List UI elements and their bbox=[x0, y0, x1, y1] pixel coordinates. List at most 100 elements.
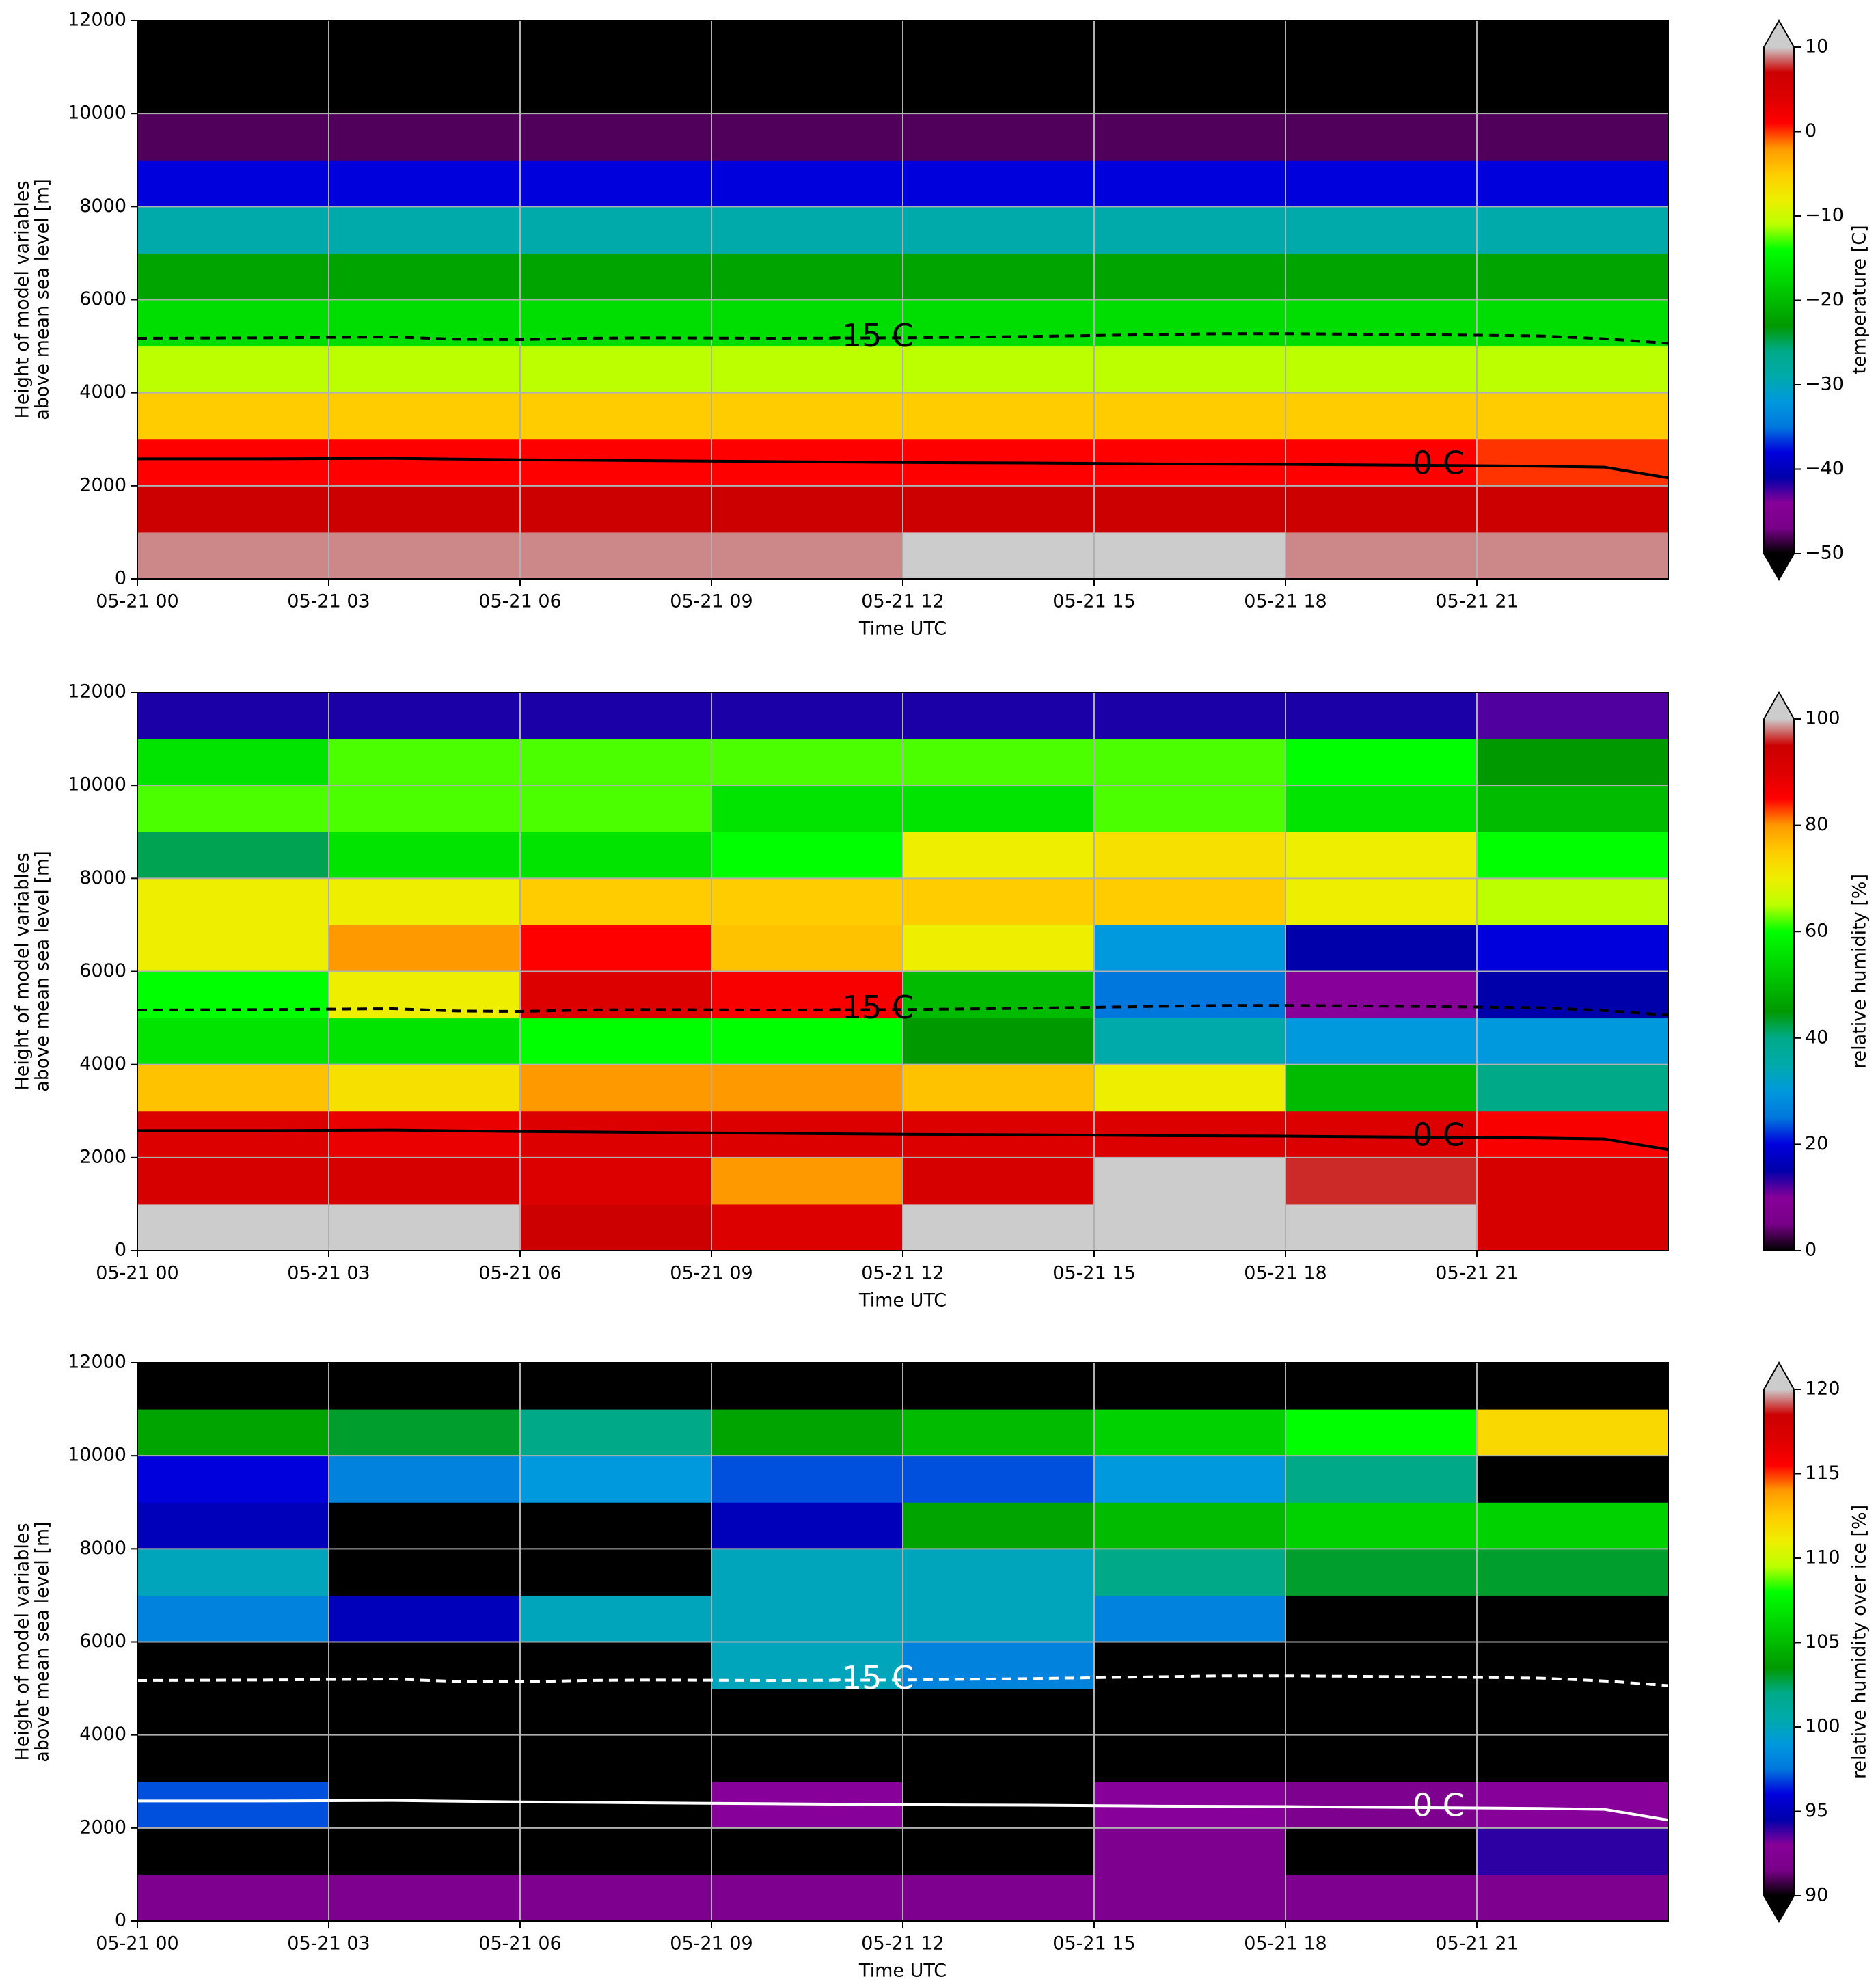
heatmap-cell bbox=[1286, 1874, 1478, 1922]
heatmap-cell bbox=[1286, 925, 1478, 972]
heatmap-cell bbox=[711, 1456, 903, 1503]
colorbar-tick-label: 80 bbox=[1805, 814, 1828, 835]
x-tick-label: 05-21 18 bbox=[1244, 1933, 1327, 1955]
heatmap-cell bbox=[329, 1456, 521, 1503]
heatmap-cell bbox=[1286, 1064, 1478, 1112]
y-tick-label: 6000 bbox=[79, 960, 126, 981]
colorbar-tick-label: 100 bbox=[1805, 708, 1840, 729]
colorbar-tick-label: −50 bbox=[1805, 543, 1844, 564]
x-axis-label: Time UTC bbox=[858, 1290, 947, 1311]
heatmap-cell bbox=[520, 739, 712, 786]
heatmap-cell bbox=[903, 971, 1095, 1019]
heatmap-cell bbox=[1286, 1595, 1478, 1642]
heatmap-cell bbox=[903, 739, 1095, 786]
heatmap-cell bbox=[329, 206, 521, 254]
heatmap-cell bbox=[711, 1018, 903, 1065]
heatmap-cell bbox=[520, 1781, 712, 1829]
heatmap-cell bbox=[520, 1502, 712, 1549]
y-tick-label: 10000 bbox=[68, 774, 126, 795]
heatmap-cell bbox=[711, 1827, 903, 1875]
heatmap-cell bbox=[137, 1642, 329, 1689]
heatmap-cell bbox=[903, 785, 1095, 832]
heatmap-cell bbox=[903, 1157, 1095, 1205]
x-tick-label: 05-21 12 bbox=[861, 591, 944, 612]
heatmap-cell bbox=[711, 1363, 903, 1410]
heatmap-cell bbox=[520, 67, 712, 114]
heatmap-cell bbox=[137, 1688, 329, 1736]
heatmap-cell bbox=[329, 692, 521, 739]
heatmap-cell bbox=[1477, 971, 1669, 1019]
heatmap-cell bbox=[711, 392, 903, 440]
heatmap-cell bbox=[137, 113, 329, 161]
heatmap-cell bbox=[1286, 1157, 1478, 1205]
heatmap-cell bbox=[1286, 1827, 1478, 1875]
heatmap-cell bbox=[137, 1111, 329, 1158]
heatmap-cell bbox=[1094, 392, 1286, 440]
heatmap-cell bbox=[1286, 1363, 1478, 1410]
heatmap-cell bbox=[1286, 832, 1478, 879]
heatmap-cell bbox=[711, 739, 903, 786]
y-tick-label: 0 bbox=[115, 1240, 126, 1261]
heatmap-cell bbox=[1477, 1502, 1669, 1549]
heatmap-cell bbox=[1477, 113, 1669, 161]
heatmap-cell bbox=[1094, 1456, 1286, 1503]
y-tick-label: 4000 bbox=[79, 1724, 126, 1745]
heatmap-cell bbox=[903, 1874, 1095, 1922]
heatmap-cell bbox=[1477, 532, 1669, 580]
heatmap-cell bbox=[137, 925, 329, 972]
heatmap-cell bbox=[137, 253, 329, 300]
colorbar bbox=[1764, 47, 1794, 554]
heatmap-cell bbox=[1477, 739, 1669, 786]
heatmap-cell bbox=[1094, 1874, 1286, 1922]
heatmap-cell bbox=[137, 1549, 329, 1596]
colorbar-label: relative humidity [%] bbox=[1849, 874, 1871, 1069]
heatmap-cell bbox=[1094, 785, 1286, 832]
heatmap-cell bbox=[329, 1688, 521, 1736]
heatmap-cell bbox=[1094, 692, 1286, 739]
heatmap-cell bbox=[329, 392, 521, 440]
heatmap-cell bbox=[1477, 785, 1669, 832]
x-tick-label: 05-21 06 bbox=[478, 1263, 561, 1284]
colorbar-tick-label: 95 bbox=[1805, 1800, 1828, 1821]
y-tick-label: 2000 bbox=[79, 1146, 126, 1167]
x-tick-label: 05-21 09 bbox=[670, 1263, 752, 1284]
heatmap-cell bbox=[1286, 1734, 1478, 1782]
heatmap-cell bbox=[903, 1502, 1095, 1549]
heatmap-cell bbox=[329, 739, 521, 786]
plot-frame bbox=[137, 692, 1669, 1251]
colorbar-tick-label: 90 bbox=[1805, 1885, 1828, 1906]
heatmap-cell bbox=[329, 1734, 521, 1782]
heatmap-cell bbox=[903, 692, 1095, 739]
heatmap-cell bbox=[711, 67, 903, 114]
heatmap-cell bbox=[520, 1874, 712, 1922]
heatmap-cell bbox=[1477, 1549, 1669, 1596]
heatmap-cell bbox=[1477, 1827, 1669, 1875]
heatmap-cell bbox=[903, 160, 1095, 207]
heatmap-cell bbox=[1094, 1064, 1286, 1112]
heatmap-cell bbox=[1477, 346, 1669, 394]
heatmap-cell bbox=[520, 253, 712, 300]
heatmap-cell bbox=[711, 346, 903, 394]
heatmap-cell bbox=[137, 1781, 329, 1829]
heatmap-cell bbox=[1286, 206, 1478, 254]
contour-label: 0 C bbox=[1413, 444, 1465, 481]
heatmap-cell bbox=[1286, 1642, 1478, 1689]
heatmap-cell bbox=[711, 1157, 903, 1205]
heatmap-cell bbox=[1477, 1064, 1669, 1112]
contour-line bbox=[137, 1128, 1669, 1152]
heatmap-cell bbox=[1286, 1409, 1478, 1456]
heatmap-cell bbox=[329, 1203, 521, 1251]
heatmap-cell bbox=[903, 1203, 1095, 1251]
heatmap-cell bbox=[520, 346, 712, 394]
heatmap-cell bbox=[1286, 299, 1478, 347]
heatmap-cell bbox=[711, 1734, 903, 1782]
heatmap-cell bbox=[329, 1111, 521, 1158]
heatmap-cell bbox=[903, 113, 1095, 161]
heatmap-cell bbox=[137, 532, 329, 580]
x-tick-label: 05-21 06 bbox=[478, 1933, 561, 1955]
x-tick-label: 05-21 12 bbox=[861, 1933, 944, 1955]
heatmap-cell bbox=[711, 113, 903, 161]
heatmap-cell bbox=[711, 1502, 903, 1549]
colorbar-tick-label: 115 bbox=[1805, 1462, 1840, 1484]
